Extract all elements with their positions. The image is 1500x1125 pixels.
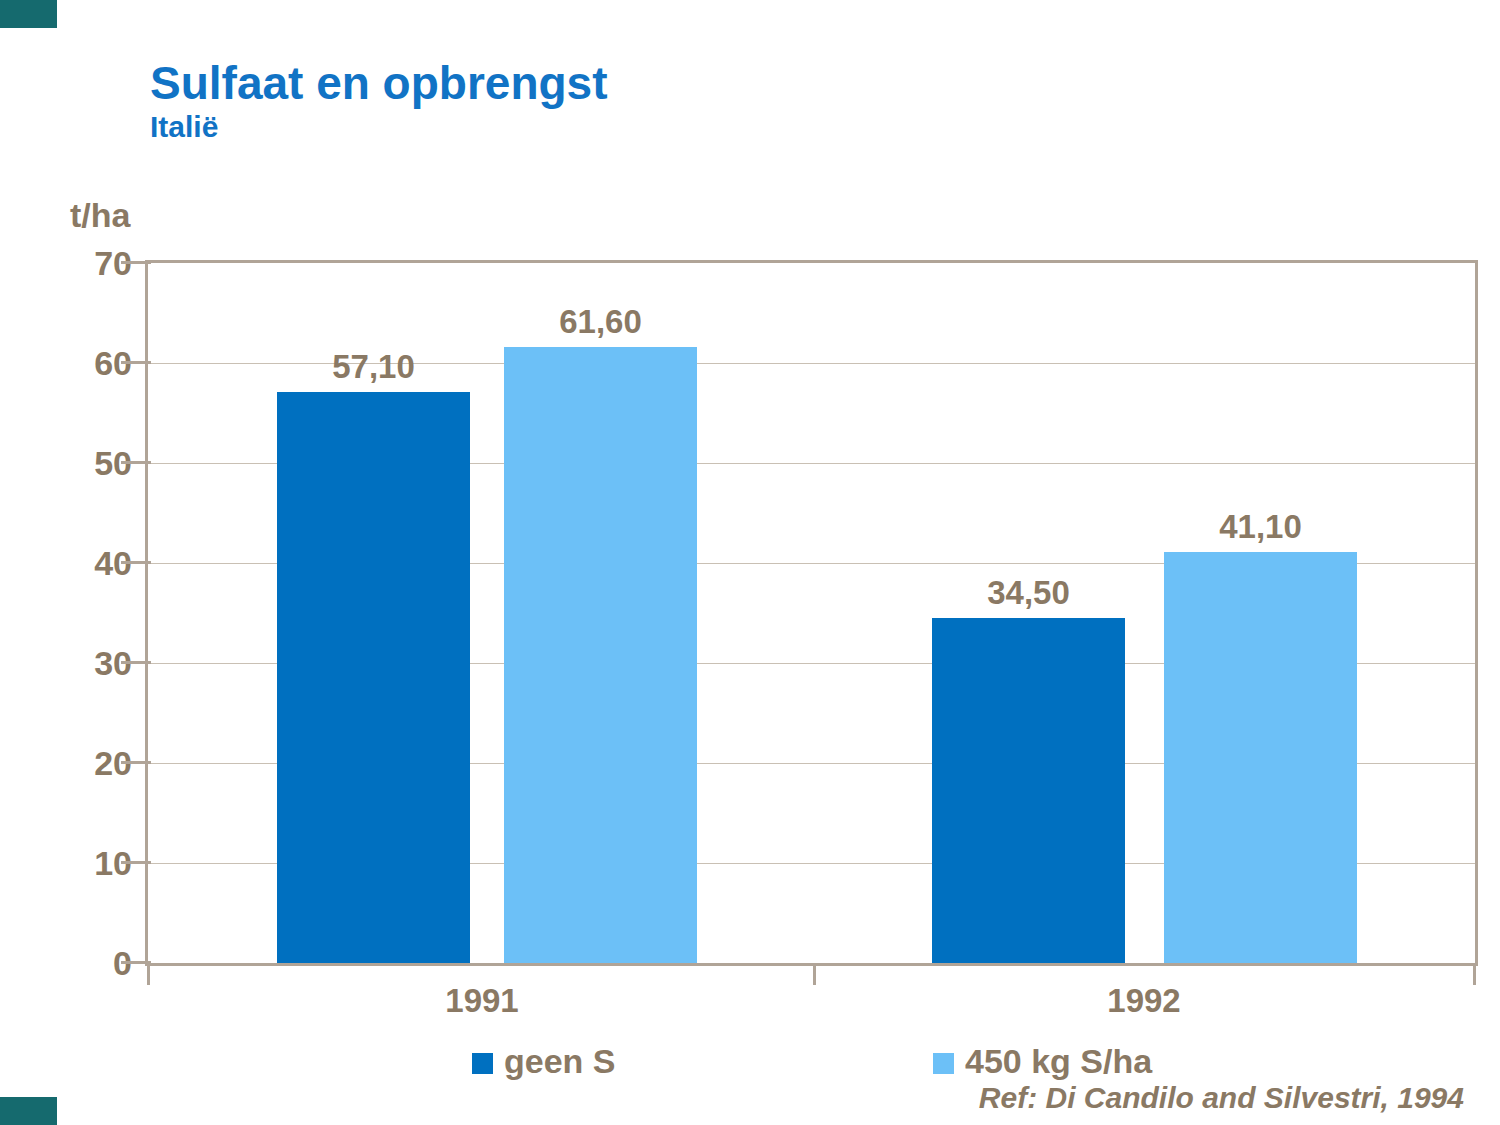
y-axis-tick-label-50: 50 [40, 443, 132, 483]
y-axis-tick-label-0: 0 [40, 943, 132, 983]
corner-accent-top-left [0, 0, 57, 28]
bar-1992-450-kg-s-ha [1164, 552, 1357, 963]
bar-value-label-1992-2: 41,10 [1141, 508, 1381, 546]
y-axis-tick-mark-30 [121, 661, 151, 664]
bar-1991-geen-s [277, 392, 470, 963]
legend-label-geen-s: geen S [504, 1042, 615, 1081]
bar-1992-geen-s [932, 618, 1125, 963]
y-axis-tick-label-20: 20 [40, 743, 132, 783]
bar-value-label-1991-1: 57,10 [254, 348, 494, 386]
y-axis-tick-mark-60 [121, 361, 151, 364]
y-axis-tick-mark-10 [121, 861, 151, 864]
bar-value-label-1992-1: 34,50 [909, 574, 1149, 612]
bar-value-label-1991-2: 61,60 [481, 303, 721, 341]
y-axis-tick-label-30: 30 [40, 643, 132, 683]
y-axis-tick-label-10: 10 [40, 843, 132, 883]
chart-subtitle: Italië [150, 110, 218, 144]
category-label-1992: 1992 [994, 982, 1294, 1020]
chart-title: Sulfaat en opbrengst [150, 56, 607, 110]
y-axis-tick-mark-20 [121, 761, 151, 764]
y-axis-tick-mark-70 [121, 261, 151, 264]
y-axis-tick-mark-40 [121, 561, 151, 564]
y-axis-tick-label-60: 60 [40, 343, 132, 383]
legend-item-geen-s: geen S [472, 1042, 615, 1081]
x-axis-tick-mark-3 [1473, 963, 1476, 985]
legend-label-450-kg-s-ha: 450 kg S/ha [965, 1042, 1152, 1081]
legend-item-450-kg-s-ha: 450 kg S/ha [933, 1042, 1152, 1081]
x-axis-tick-mark-1 [147, 963, 150, 985]
y-axis-tick-mark-50 [121, 461, 151, 464]
corner-accent-bottom-left [0, 1097, 57, 1125]
x-axis-tick-mark-2 [813, 963, 816, 985]
slide: Sulfaat en opbrengst Italië t/ha 57,10 61… [0, 0, 1500, 1125]
category-label-1991: 1991 [332, 982, 632, 1020]
plot-area: 57,10 61,60 34,50 41,10 [145, 260, 1478, 966]
bar-1991-450-kg-s-ha [504, 347, 697, 963]
y-axis-tick-label-40: 40 [40, 543, 132, 583]
reference-text: Ref: Di Candilo and Silvestri, 1994 [979, 1081, 1464, 1115]
legend-swatch-450-kg-s-ha [933, 1053, 954, 1074]
y-axis-tick-label-70: 70 [40, 243, 132, 283]
legend-swatch-geen-s [472, 1053, 493, 1074]
y-axis-unit-label: t/ha [70, 196, 130, 235]
